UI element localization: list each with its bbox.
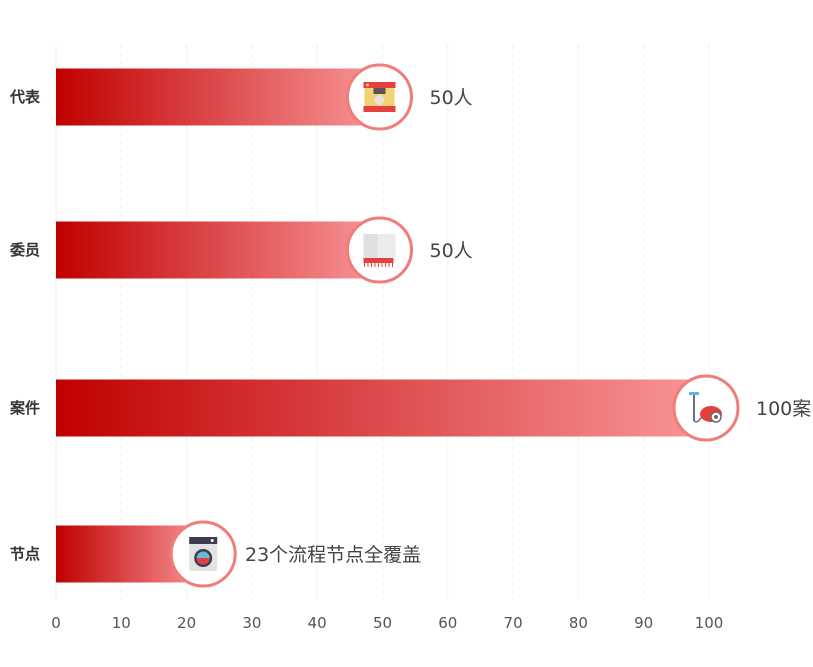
x-tick-label: 80 <box>569 614 588 632</box>
washing-machine-icon <box>189 537 218 571</box>
data-label: 50人 <box>430 240 473 262</box>
x-tick-label: 90 <box>634 614 653 632</box>
data-label: 100案 <box>756 398 811 420</box>
category-label: 节点 <box>10 545 40 563</box>
bar-group: 案件 100案 <box>9 374 811 442</box>
category-label: 案件 <box>9 399 40 417</box>
bar-group: 节点 23个流程节点全覆盖 <box>10 520 421 588</box>
bar <box>56 379 709 437</box>
bar <box>56 221 383 279</box>
x-tick-label: 20 <box>177 614 196 632</box>
printer-icon <box>363 82 396 112</box>
data-label: 23个流程节点全覆盖 <box>245 544 421 566</box>
x-tick-label: 30 <box>242 614 261 632</box>
x-tick-label: 0 <box>51 614 61 632</box>
towel-icon <box>363 234 396 267</box>
bar-group: 代表 50人 <box>9 63 473 131</box>
data-label: 50人 <box>430 87 473 109</box>
vacuum-cleaner-icon <box>689 392 722 423</box>
grid-lines <box>55 45 710 600</box>
x-tick-label: 50 <box>373 614 392 632</box>
bar-group: 委员 50人 <box>10 216 473 284</box>
x-tick-label: 10 <box>112 614 131 632</box>
x-axis-ticks: 0 10 20 30 40 50 60 70 80 90 100 <box>51 614 723 632</box>
bar <box>56 68 383 126</box>
category-label: 委员 <box>10 241 40 259</box>
category-label: 代表 <box>9 88 41 106</box>
x-tick-label: 70 <box>504 614 523 632</box>
x-tick-label: 60 <box>438 614 457 632</box>
x-tick-label: 40 <box>308 614 327 632</box>
x-tick-label: 100 <box>695 614 724 632</box>
